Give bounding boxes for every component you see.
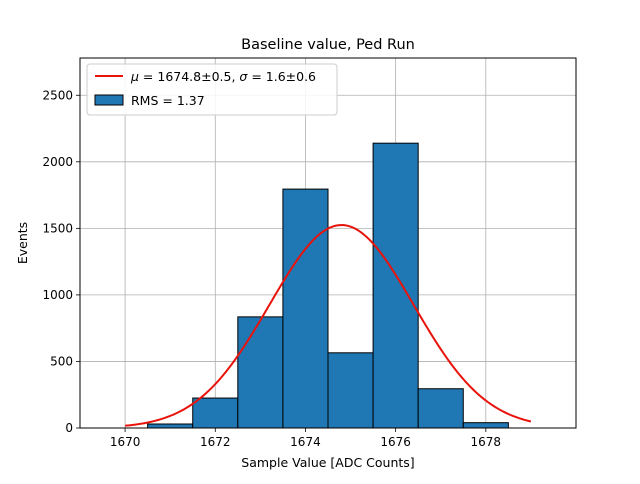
histogram-bar bbox=[147, 423, 194, 429]
histogram-bar bbox=[372, 142, 419, 429]
chart-title: Baseline value, Ped Run bbox=[241, 37, 415, 53]
histogram-bar bbox=[192, 397, 239, 429]
legend-histogram-label: RMS = 1.37 bbox=[131, 93, 205, 108]
x-axis-ticks: 1670 1672 1674 1676 1678 bbox=[110, 428, 501, 449]
fit-curve-layer bbox=[124, 224, 532, 427]
legend-histogram-swatch bbox=[94, 94, 124, 106]
y-tick-label: 1000 bbox=[42, 288, 73, 302]
x-tick-label: 1672 bbox=[200, 435, 231, 449]
y-tick-label: 2000 bbox=[42, 155, 73, 169]
histogram-bar bbox=[417, 388, 464, 429]
legend-mu-symbol: μ bbox=[130, 69, 139, 84]
legend-sigma-symbol: σ bbox=[239, 69, 248, 84]
legend-box bbox=[86, 63, 338, 116]
legend-sigma-value: = 1.6±0.6 bbox=[247, 69, 316, 84]
legend: μ = 1674.8±0.5, σ = 1.6±0.6 RMS = 1.37 bbox=[86, 63, 338, 116]
histogram-bar bbox=[237, 316, 284, 429]
plot-area-frame bbox=[79, 57, 577, 429]
legend-mu-value: = 1674.8±0.5, bbox=[139, 69, 239, 84]
x-axis-label: Sample Value [ADC Counts] bbox=[241, 455, 414, 470]
legend-fit-label: μ = 1674.8±0.5, σ = 1.6±0.6 bbox=[130, 69, 316, 84]
gaussian-fit-curve bbox=[124, 224, 532, 427]
x-tick-label: 1670 bbox=[110, 435, 141, 449]
histogram-bar bbox=[282, 188, 329, 429]
y-tick-label: 2500 bbox=[42, 88, 73, 102]
y-axis-ticks: 0 500 1000 1500 2000 2500 bbox=[42, 88, 80, 435]
x-tick-label: 1674 bbox=[290, 435, 321, 449]
x-tick-label: 1676 bbox=[380, 435, 411, 449]
histogram-bar bbox=[327, 352, 374, 429]
y-axis-label: Events bbox=[15, 222, 30, 264]
y-tick-label: 500 bbox=[50, 354, 73, 368]
x-tick-label: 1678 bbox=[471, 435, 502, 449]
histogram-bars bbox=[147, 142, 509, 429]
y-tick-label: 0 bbox=[65, 421, 73, 435]
histogram-bar bbox=[462, 422, 509, 429]
y-tick-label: 1500 bbox=[42, 221, 73, 235]
